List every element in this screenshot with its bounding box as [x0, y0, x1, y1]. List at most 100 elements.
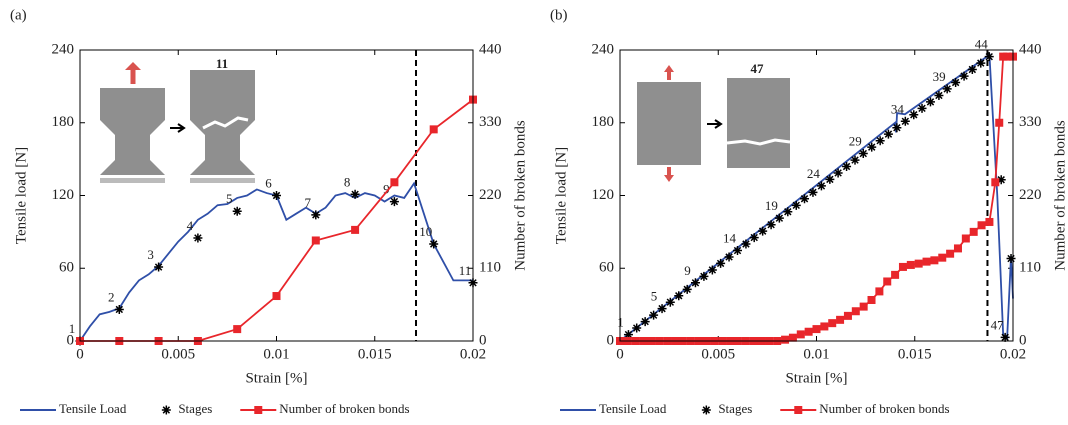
- series-marker: [891, 270, 900, 279]
- y2-tick-label: 110: [1019, 260, 1041, 276]
- stage-marker: [690, 278, 700, 288]
- stage-label: 6: [265, 175, 272, 190]
- stage-label: 19: [765, 198, 778, 213]
- x-tick-label: 0.015: [358, 346, 392, 362]
- stage-marker: [925, 97, 935, 107]
- legend-swatch: [161, 405, 171, 415]
- arrow: [707, 119, 723, 129]
- x-tick-label: 0.005: [701, 346, 735, 362]
- stage-label: 14: [723, 231, 737, 246]
- stage-marker: [800, 194, 810, 204]
- stage-label: 7: [305, 195, 312, 210]
- stage-marker: [900, 116, 910, 126]
- y-tick-label: 60: [599, 260, 614, 276]
- stage-marker: [942, 84, 952, 94]
- inset-label: 11: [216, 56, 228, 71]
- series-marker: [991, 178, 1000, 187]
- series-marker: [272, 292, 281, 301]
- series-marker: [804, 327, 813, 336]
- stage-label: 5: [651, 289, 658, 304]
- series-marker: [938, 253, 947, 262]
- stage-marker: [311, 210, 321, 220]
- stage-marker: [783, 207, 793, 217]
- stage-label: 8: [344, 174, 351, 189]
- stage-marker: [808, 187, 818, 197]
- legend-swatch: [794, 406, 803, 414]
- y2-tick-label: 0: [1019, 332, 1027, 348]
- series-marker: [867, 295, 876, 304]
- series-marker: [390, 178, 399, 187]
- stage-marker: [1006, 254, 1016, 264]
- stage-marker: [716, 258, 726, 268]
- stage-marker: [665, 297, 675, 307]
- x-tick-label: 0.015: [898, 346, 932, 362]
- stage-marker: [640, 317, 650, 327]
- x-tick-label: 0: [76, 346, 84, 362]
- stage-marker: [272, 191, 281, 200]
- y-tick-label: 180: [592, 114, 615, 130]
- stage-marker: [959, 71, 969, 81]
- y-axis-label: Tensile load [N]: [13, 147, 29, 244]
- y-tick-label: 240: [52, 41, 75, 57]
- y-tick-label: 120: [52, 187, 75, 203]
- series-marker: [953, 244, 962, 253]
- x-tick-label: 0.01: [263, 346, 289, 362]
- stage-marker: [850, 155, 860, 165]
- legend-label: Tensile Load: [599, 401, 667, 416]
- y2-tick-label: 220: [479, 187, 502, 203]
- arrow: [170, 123, 186, 133]
- stage-marker: [350, 189, 360, 199]
- y-tick-label: 120: [592, 187, 615, 203]
- stage-marker: [733, 246, 743, 256]
- stage-marker: [867, 142, 877, 152]
- x-tick-label: 0: [616, 346, 624, 362]
- legend-swatch: [701, 405, 711, 415]
- stage-marker: [232, 206, 242, 216]
- stage-label: 34: [891, 101, 905, 116]
- stage-marker: [674, 291, 684, 301]
- series-marker: [851, 307, 860, 316]
- y2-axis-label: Number of broken bonds: [512, 120, 528, 271]
- stage-marker: [649, 310, 659, 320]
- series-marker: [1003, 52, 1012, 61]
- y2-tick-label: 220: [1019, 187, 1042, 203]
- series-marker: [930, 256, 939, 265]
- legend-label: Number of broken bonds: [819, 401, 949, 416]
- stage-marker: [883, 129, 893, 139]
- stage-marker: [967, 65, 977, 75]
- inset-a: 11: [100, 56, 255, 183]
- stage-marker: [858, 149, 868, 159]
- stage-marker: [774, 213, 784, 223]
- panel: (b)0 0.005 0.01 0.015 0.02060120180240011022…: [550, 7, 1068, 416]
- series-marker: [812, 325, 821, 334]
- stage-marker: [389, 197, 399, 207]
- x-tick-label: 0.02: [1000, 346, 1026, 362]
- plot-frame: [619, 49, 1014, 342]
- stage-marker: [892, 123, 902, 133]
- x-axis-label: Strain [%]: [785, 370, 847, 386]
- y-tick-label: 0: [607, 332, 615, 348]
- series-marker: [233, 325, 242, 334]
- stage-marker: [632, 323, 642, 333]
- inset-b: 47: [637, 61, 791, 182]
- ground: [100, 178, 165, 183]
- stage-marker: [825, 174, 835, 184]
- series-marker: [820, 322, 829, 331]
- series-marker: [351, 225, 360, 234]
- panel-label: (a): [10, 7, 27, 23]
- stage-marker: [429, 239, 439, 249]
- series-line: [79, 181, 473, 342]
- stage-label: 44: [975, 37, 989, 52]
- stage-marker: [707, 265, 717, 275]
- stage-label: 5: [226, 191, 233, 206]
- y2-axis-label: Number of broken bonds: [1052, 120, 1068, 271]
- y-tick-label: 60: [59, 260, 74, 276]
- crack: [202, 116, 249, 130]
- stage-label: 24: [807, 166, 821, 181]
- stage-label: 39: [933, 69, 946, 84]
- stage-marker: [816, 181, 826, 191]
- y2-tick-label: 330: [479, 114, 502, 130]
- stage-marker: [976, 58, 986, 68]
- specimen: [190, 70, 255, 175]
- specimen: [637, 82, 701, 165]
